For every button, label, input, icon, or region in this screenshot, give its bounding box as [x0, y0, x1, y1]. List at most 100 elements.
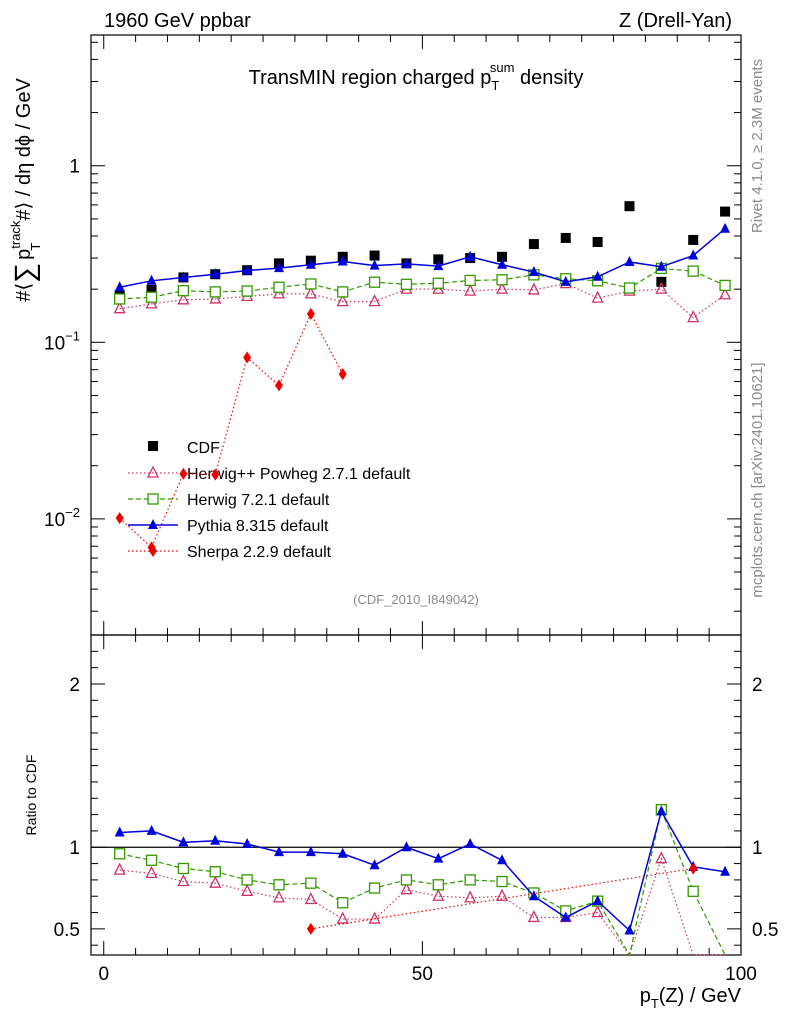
x-tick-label: 0 — [98, 964, 109, 985]
main-point-series-2 — [719, 279, 731, 292]
ratio-point-series-2 — [497, 854, 508, 865]
main-point-series-1 — [719, 287, 732, 300]
ratio-point-series-2 — [178, 836, 189, 847]
main-point-series-2 — [241, 285, 253, 297]
legend-marker-cdf — [148, 441, 158, 451]
xlabel-sub: T — [651, 996, 659, 1011]
ratio-y-tick-label-right: 1 — [752, 838, 763, 859]
ratio-point-series-2 — [242, 837, 253, 848]
main-point-series-2 — [368, 276, 381, 288]
ratio-point-series-1 — [114, 848, 126, 860]
main-title: TransMIN region charged pTsum density — [249, 60, 584, 93]
ylabel-p: p — [13, 249, 35, 260]
ratio-point-series-2 — [433, 852, 444, 863]
ratio-point-series-2 — [114, 826, 125, 837]
ratio-point-series-1 — [209, 866, 221, 878]
ratio-point-series-2 — [369, 859, 380, 870]
ratio-point-series-0 — [591, 905, 604, 918]
main-point-series-2 — [114, 293, 126, 305]
legend-marker-herwigpp — [146, 465, 160, 478]
ratio-point-series-2 — [146, 824, 157, 835]
title-sub: T — [491, 78, 499, 93]
main-point-series-4 — [211, 468, 220, 481]
ylabel-sup: track — [8, 220, 23, 249]
ratio-point-series-0 — [527, 909, 540, 923]
main-point-series-4 — [179, 467, 188, 480]
ratio-series-line-3 — [310, 867, 694, 930]
main-point-series-2 — [177, 285, 190, 297]
legend-marker-pythia — [148, 519, 158, 529]
ratio-point-series-1 — [368, 882, 381, 894]
ratio-point-series-0 — [304, 892, 317, 905]
ratio-point-series-1 — [177, 862, 190, 875]
main-point-series-4 — [115, 512, 124, 525]
xlabel-p: p — [640, 985, 651, 1007]
ratio-point-series-2 — [273, 846, 284, 857]
main-point-series-2 — [623, 282, 636, 294]
main-point-series-3 — [528, 266, 539, 277]
x-tick-label: 50 — [412, 964, 433, 985]
main-ylabel: #⟨∑ ptrack T #⟩ / dη dϕ / GeV — [8, 78, 43, 302]
title-sup: sum — [490, 60, 515, 75]
main-point-series-1 — [177, 292, 190, 305]
main-point-series-4 — [338, 368, 347, 381]
main-point-series-1 — [145, 296, 158, 309]
main-point-series-0 — [528, 239, 539, 250]
main-point-series-3 — [560, 275, 571, 286]
legend-label-herwigpp: Herwig++ Powheg 2.7.1 default — [187, 466, 411, 483]
legend-label-pythia: Pythia 8.315 default — [187, 518, 329, 535]
main-point-series-3 — [114, 281, 125, 292]
main-point-series-3 — [178, 271, 189, 282]
ratio-axis-ticks: 0 50 100 0.5 0.5 1 1 2 2 — [54, 635, 778, 985]
main-point-series-3 — [146, 274, 157, 285]
main-point-series-4 — [147, 541, 156, 554]
ylabel-sum: ∑ — [9, 263, 40, 283]
ratio-series-line-2 — [119, 809, 726, 932]
ratio-point-series-0 — [336, 911, 349, 924]
ratio-y-tick-label: 0.5 — [54, 920, 80, 941]
x-axis-label: pT(Z) / GeV — [640, 985, 742, 1011]
main-point-series-3 — [337, 255, 348, 266]
main-point-series-2 — [273, 281, 285, 293]
ratio-y-tick-label-right: 2 — [752, 675, 763, 696]
ratio-point-series-2 — [560, 911, 571, 922]
main-y-tick-label: 10−1 — [44, 328, 80, 354]
xlabel-tail: (Z) / GeV — [659, 985, 742, 1007]
ratio-point-series-2 — [720, 865, 731, 876]
analysis-label: (CDF_2010_I849042) — [353, 592, 479, 607]
main-point-series-0 — [497, 251, 508, 262]
main-point-series-0 — [688, 234, 699, 245]
ratio-point-series-0 — [495, 888, 509, 901]
ratio-point-series-0 — [272, 890, 286, 903]
main-point-series-1 — [464, 283, 477, 296]
ratio-point-series-2 — [624, 924, 635, 935]
legend-label-sherpa: Sherpa 2.2.9 default — [187, 544, 332, 561]
ratio-point-series-2 — [465, 837, 476, 848]
ratio-point-series-2 — [401, 841, 412, 852]
main-point-series-3 — [465, 250, 476, 261]
legend: CDF Herwig++ Powheg 2.7.1 default Herwig… — [128, 440, 411, 561]
main-point-series-1 — [687, 310, 700, 323]
ratio-point-series-2 — [656, 805, 667, 816]
main-point-series-3 — [433, 260, 444, 271]
ratio-point-series-1 — [273, 879, 285, 891]
ratio-point-series-0 — [241, 883, 254, 896]
ratio-point-series-2 — [528, 890, 539, 901]
main-point-series-2 — [145, 291, 158, 303]
main-point-series-0 — [624, 201, 635, 212]
legend-marker-herwig7 — [147, 493, 159, 505]
main-point-series-4 — [243, 351, 252, 364]
main-point-series-2 — [464, 274, 476, 287]
ratio-point-series-0 — [113, 862, 126, 875]
ratio-point-series-0 — [655, 851, 668, 864]
main-point-series-0 — [560, 232, 571, 243]
legend-entry-herwig7: Herwig 7.2.1 default — [128, 492, 330, 509]
ratio-point-series-0 — [432, 888, 445, 901]
main-point-series-3 — [720, 222, 731, 233]
main-point-series-1 — [591, 290, 604, 303]
ratio-point-series-1 — [305, 877, 317, 889]
legend-entry-herwigpp: Herwig++ Powheg 2.7.1 default — [128, 465, 411, 483]
ratio-y-tick-label: 2 — [69, 675, 80, 696]
ylabel-a: #⟨ — [13, 283, 35, 302]
